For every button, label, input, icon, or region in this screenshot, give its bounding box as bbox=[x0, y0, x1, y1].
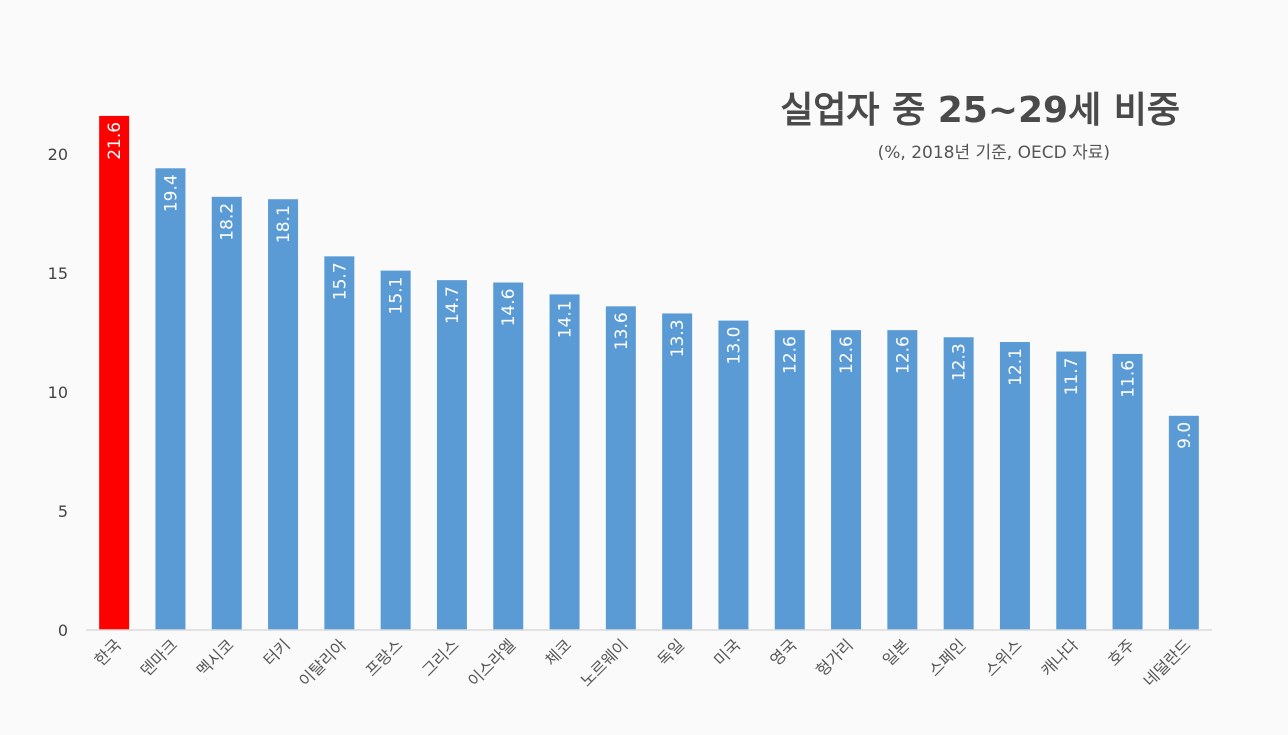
bar-value-label: 14.7 bbox=[443, 286, 463, 324]
bar-value-label: 13.6 bbox=[612, 312, 632, 350]
x-tick-label: 한국 bbox=[91, 635, 125, 669]
x-tick-label: 스위스 bbox=[981, 635, 1026, 680]
chart-title: 실업자 중 25~29세 비중 bbox=[780, 90, 1180, 131]
x-tick-label: 체코 bbox=[541, 635, 575, 669]
bar bbox=[605, 306, 636, 630]
x-tick-label: 헝가리 bbox=[812, 635, 857, 680]
chart-subtitle: (%, 2018년 기준, OECD 자료) bbox=[878, 143, 1110, 163]
bar bbox=[493, 282, 524, 630]
bar bbox=[211, 196, 242, 630]
y-tick-label: 20 bbox=[48, 145, 68, 164]
x-tick-label: 미국 bbox=[710, 635, 744, 669]
x-tick-label: 스페인 bbox=[925, 635, 970, 680]
bar-value-label: 12.1 bbox=[1006, 348, 1026, 386]
bar-value-label: 12.6 bbox=[893, 336, 913, 374]
bar bbox=[1056, 351, 1087, 630]
x-tick-label: 멕시코 bbox=[193, 635, 238, 680]
bar bbox=[1168, 415, 1199, 630]
y-tick-label: 15 bbox=[48, 264, 68, 283]
y-tick-label: 0 bbox=[58, 621, 68, 640]
bar bbox=[831, 330, 862, 630]
bar-value-label: 15.7 bbox=[330, 262, 350, 300]
y-axis-ticks: 0 5 10 15 20 bbox=[48, 145, 68, 640]
bar bbox=[887, 330, 918, 630]
bar-value-label: 18.2 bbox=[218, 203, 238, 241]
bars bbox=[99, 115, 1199, 631]
bar-labels: 21.6 19.4 18.2 18.1 15.7 15.1 14.7 14.6 14.1 13.6… bbox=[105, 122, 1195, 449]
x-tick-label: 일본 bbox=[879, 635, 913, 669]
x-tick-label: 독일 bbox=[654, 635, 688, 669]
bar bbox=[380, 270, 411, 630]
bar bbox=[774, 330, 805, 630]
x-axis-ticks: 한국 덴마크 멕시코 터키 이탈리아 프랑스 그리스 이스라엘 체코 노르웨이 독일 미국 영국 헝가리 일… bbox=[91, 635, 1195, 690]
x-tick-label: 이스라엘 bbox=[464, 635, 519, 690]
bar-value-label: 19.4 bbox=[161, 174, 181, 212]
bar bbox=[999, 342, 1030, 630]
x-tick-label: 캐나다 bbox=[1037, 635, 1082, 680]
y-tick-label: 10 bbox=[48, 383, 68, 402]
bar-value-label: 12.3 bbox=[950, 343, 970, 381]
bar-value-label: 14.6 bbox=[499, 289, 519, 327]
bar bbox=[436, 280, 467, 630]
x-tick-label: 호주 bbox=[1104, 635, 1138, 669]
bar-value-label: 12.6 bbox=[781, 336, 801, 374]
x-tick-label: 덴마크 bbox=[137, 635, 182, 680]
x-tick-label: 노르웨이 bbox=[577, 635, 632, 690]
bar-value-label: 13.3 bbox=[668, 319, 688, 357]
bar bbox=[268, 199, 299, 630]
bar bbox=[662, 313, 693, 630]
bar-value-label: 9.0 bbox=[1175, 422, 1195, 449]
bar-value-label: 15.1 bbox=[387, 277, 407, 315]
x-tick-label: 영국 bbox=[766, 635, 800, 669]
y-tick-label: 5 bbox=[58, 502, 68, 521]
bar bbox=[155, 168, 186, 630]
bar bbox=[1112, 353, 1143, 630]
x-tick-label: 네덜란드 bbox=[1140, 635, 1195, 690]
bar bbox=[943, 337, 974, 630]
bar-value-label: 13.0 bbox=[724, 327, 744, 365]
bar bbox=[99, 115, 130, 631]
bar-value-label: 14.1 bbox=[556, 300, 576, 338]
bar-value-label: 11.6 bbox=[1119, 360, 1139, 398]
bar-value-label: 11.7 bbox=[1062, 358, 1082, 396]
x-tick-label: 터키 bbox=[260, 635, 294, 669]
bar-value-label: 21.6 bbox=[105, 122, 125, 160]
bar-value-label: 12.6 bbox=[837, 336, 857, 374]
x-tick-label: 그리스 bbox=[418, 635, 463, 680]
bar bbox=[718, 320, 749, 630]
bar-value-label: 18.1 bbox=[274, 205, 294, 243]
bar bbox=[324, 256, 355, 630]
x-tick-label: 프랑스 bbox=[362, 635, 407, 680]
x-tick-label: 이탈리아 bbox=[295, 635, 350, 690]
bar bbox=[549, 294, 580, 630]
